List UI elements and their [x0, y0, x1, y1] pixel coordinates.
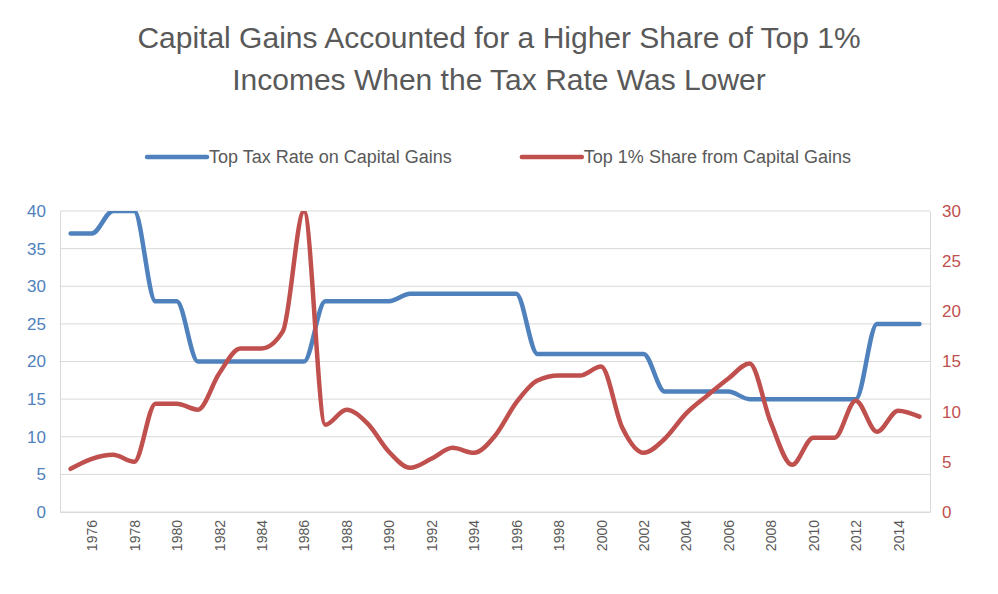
tick-label: 1994 [466, 520, 482, 551]
tick-label: 1976 [84, 520, 100, 551]
tick: 40 [27, 202, 60, 221]
tick-label: 2006 [721, 520, 737, 551]
tick-label: 2008 [763, 520, 779, 551]
tick-label: 35 [27, 240, 46, 259]
axis-line [930, 212, 931, 513]
tick: 1986 [296, 512, 312, 551]
tick-label: 5 [37, 465, 46, 484]
tick-label: 30 [27, 277, 46, 296]
tick-label: 20 [942, 302, 961, 321]
axis-line [61, 512, 931, 513]
tick-label: 2004 [678, 520, 694, 551]
grid-line [60, 512, 930, 513]
tick: 30 [27, 277, 60, 296]
x-axis: 1976 1978 1980 1982 1984 1986 1988 1990 1992 1994… [61, 512, 931, 551]
tick-label: 2014 [891, 520, 907, 551]
tick: 20 [27, 352, 60, 371]
tick: 1996 [509, 512, 525, 551]
tick: 10 [27, 428, 60, 447]
grid [60, 211, 930, 512]
legend-item: Top 1% Share from Capital Gains [522, 147, 851, 167]
tick: 0 [37, 503, 60, 522]
tick: 20 [930, 302, 961, 321]
tick-label: 1986 [296, 520, 312, 551]
tick-label: 10 [942, 403, 961, 422]
tick: 1988 [339, 512, 355, 551]
tick: 1992 [424, 512, 440, 551]
tick: 2000 [593, 512, 609, 551]
grid-line [60, 211, 930, 212]
tick-label: 2010 [806, 520, 822, 551]
axis-line [60, 212, 61, 513]
tick: 30 [930, 202, 961, 221]
tick-label: 30 [942, 202, 961, 221]
tick: 10 [930, 403, 961, 422]
tick: 5 [37, 465, 60, 484]
tick: 2002 [636, 512, 652, 551]
tick: 25 [930, 252, 961, 271]
legend-swatch [147, 155, 207, 160]
tick-label: 1984 [254, 520, 270, 551]
y-axis: 0 5 10 15 20 25 30 35 40 [27, 202, 60, 522]
tick: 2008 [763, 512, 779, 551]
series-line [71, 211, 920, 469]
tick: 35 [27, 240, 60, 259]
chart: 0 5 10 15 20 25 30 35 40 0 5 10 15 20 25 30 1976 1978 1980… [0, 0, 998, 594]
tick: 1990 [381, 512, 397, 551]
tick: 15 [930, 352, 961, 371]
tick: 1982 [212, 512, 228, 551]
tick-label: 1982 [212, 520, 228, 551]
tick-label: 1990 [381, 520, 397, 551]
tick-label: 2012 [848, 520, 864, 551]
tick: 2010 [806, 512, 822, 551]
tick-label: 20 [27, 352, 46, 371]
tick: 1976 [84, 512, 100, 551]
tick: 1994 [466, 512, 482, 551]
tick: 5 [930, 453, 951, 472]
grid-line [60, 361, 930, 362]
tick-label: 1998 [551, 520, 567, 551]
tick-label: 5 [942, 453, 951, 472]
tick-label: 40 [27, 202, 46, 221]
tick-label: 2002 [636, 520, 652, 551]
legend-swatch [522, 155, 582, 160]
tick-label: 25 [27, 315, 46, 334]
tick-label: 25 [942, 252, 961, 271]
tick-label: 10 [27, 428, 46, 447]
tick: 25 [27, 315, 60, 334]
tick-label: 1992 [424, 520, 440, 551]
grid-line [60, 248, 930, 249]
y2-axis: 0 5 10 15 20 25 30 [930, 202, 961, 522]
background [0, 0, 998, 594]
series-line [71, 211, 920, 399]
legend-label: Top 1% Share from Capital Gains [584, 147, 851, 167]
plot-area [71, 211, 920, 469]
tick-label: 15 [27, 390, 46, 409]
tick-label: 2000 [593, 520, 609, 551]
legend: Top Tax Rate on Capital Gains Top 1% Shar… [147, 147, 851, 167]
tick-label: 0 [942, 503, 951, 522]
tick: 1984 [254, 512, 270, 551]
tick: 2014 [891, 512, 907, 551]
tick: 0 [930, 503, 951, 522]
grid-line [60, 323, 930, 324]
tick: 2004 [678, 512, 694, 551]
tick: 15 [27, 390, 60, 409]
tick: 1978 [127, 512, 143, 551]
tick-label: 0 [37, 503, 46, 522]
tick: 2006 [721, 512, 737, 551]
legend-item: Top Tax Rate on Capital Gains [147, 147, 452, 167]
tick-label: 1980 [169, 520, 185, 551]
tick-label: 15 [942, 352, 961, 371]
legend-label: Top Tax Rate on Capital Gains [209, 147, 452, 167]
grid-line [60, 286, 930, 287]
tick-label: 1996 [509, 520, 525, 551]
title: Capital Gains Accounted for a Higher Sha… [137, 21, 860, 96]
tick-label: 1978 [127, 520, 143, 551]
tick: 2012 [848, 512, 864, 551]
tick: 1998 [551, 512, 567, 551]
grid-line [60, 474, 930, 475]
tick: 1980 [169, 512, 185, 551]
tick-label: 1988 [339, 520, 355, 551]
